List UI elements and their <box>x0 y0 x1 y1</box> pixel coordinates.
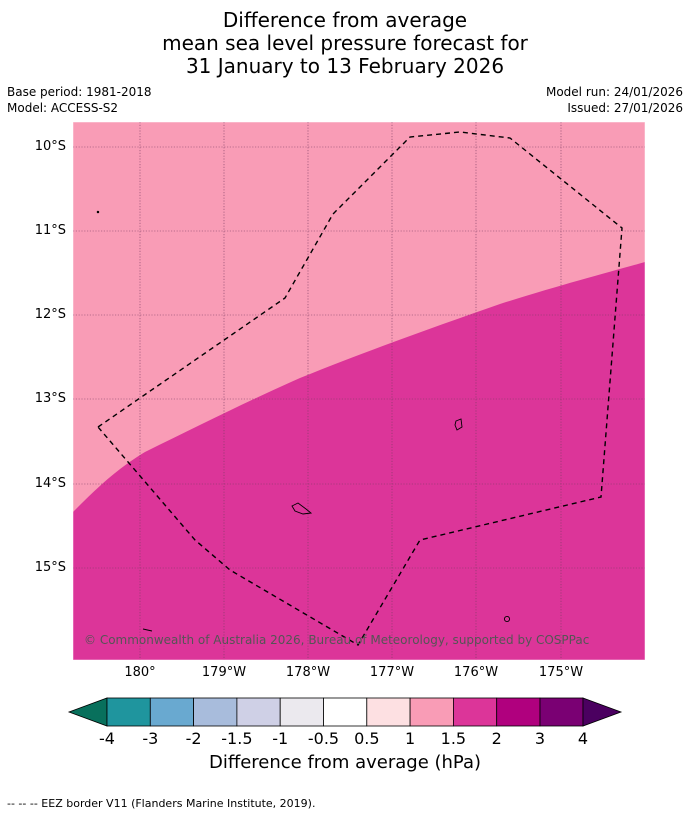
lat-label-14s: 14°S <box>34 476 66 491</box>
issued-text: Issued: 27/01/2026 <box>567 101 683 115</box>
colorbar-bin <box>236 697 281 727</box>
colorbar-tick-label: -0.5 <box>307 729 340 748</box>
lat-label-12s: 12°S <box>34 307 66 322</box>
colorbar-extend-low <box>67 697 108 727</box>
model-run-text: Model run: 24/01/2026 <box>545 85 683 99</box>
anomaly-region-1.5-to-2 <box>73 262 645 660</box>
colorbar-bin <box>106 697 151 727</box>
title-line-1: Difference from average <box>222 8 468 32</box>
lat-label-10s: 10°S <box>34 139 66 154</box>
colorbar-title: Difference from average (hPa) <box>208 752 482 773</box>
colorbar-bin <box>366 697 411 727</box>
lat-label-13s: 13°S <box>34 391 66 406</box>
lat-label-11s: 11°S <box>34 223 66 238</box>
colorbar-tick-label: 3 <box>534 729 546 748</box>
map-frame <box>72 121 646 661</box>
lon-label-180: 180° <box>124 665 156 680</box>
colorbar-tick-label: -3 <box>142 729 159 748</box>
title-line-3: 31 January to 13 February 2026 <box>185 54 505 78</box>
colorbar-bin <box>496 697 541 727</box>
colorbar-tick-label: -1.5 <box>221 729 253 748</box>
model-text: Model: ACCESS-S2 <box>7 101 119 115</box>
copyright-notice: © Commonwealth of Australia 2026, Bureau… <box>84 633 590 647</box>
colorbar-bin <box>149 697 195 727</box>
lon-label-178w: 178°W <box>285 665 331 680</box>
colorbar-extend-high <box>582 697 623 727</box>
eez-legend-note: -- -- -- EEZ border V11 (Flanders Marine… <box>7 797 316 810</box>
colorbar-bin <box>193 697 238 727</box>
eez-border <box>96 131 623 646</box>
lon-label-179w: 179°W <box>201 665 247 680</box>
colorbar-tick-label: 0.5 <box>354 729 380 748</box>
lat-label-15s: 15°S <box>34 560 66 575</box>
colorbar-bin <box>323 697 368 727</box>
lon-label-176w: 176°W <box>453 665 499 680</box>
colorbar-bin <box>279 697 324 727</box>
lon-label-175w: 175°W <box>538 665 584 680</box>
colorbar-tick-label: -1 <box>272 729 289 748</box>
colorbar-bin <box>452 697 498 727</box>
colorbar-tick-label: 1 <box>405 729 416 748</box>
islands <box>96 210 511 632</box>
title-line-2: mean sea level pressure forecast for <box>162 31 528 55</box>
colorbar <box>67 697 623 727</box>
colorbar-tick-label: 4 <box>577 729 589 748</box>
colorbar-tick-label: -4 <box>99 729 115 748</box>
graticule <box>73 122 645 660</box>
colorbar-bin <box>409 697 454 727</box>
lon-label-177w: 177°W <box>369 665 415 680</box>
colorbar-bin <box>539 697 584 727</box>
base-period-text: Base period: 1981-2018 <box>7 85 152 99</box>
colorbar-tick-label: 2 <box>491 729 502 748</box>
colorbar-tick-label: -2 <box>185 729 202 748</box>
colorbar-tick-label: 1.5 <box>440 729 467 748</box>
